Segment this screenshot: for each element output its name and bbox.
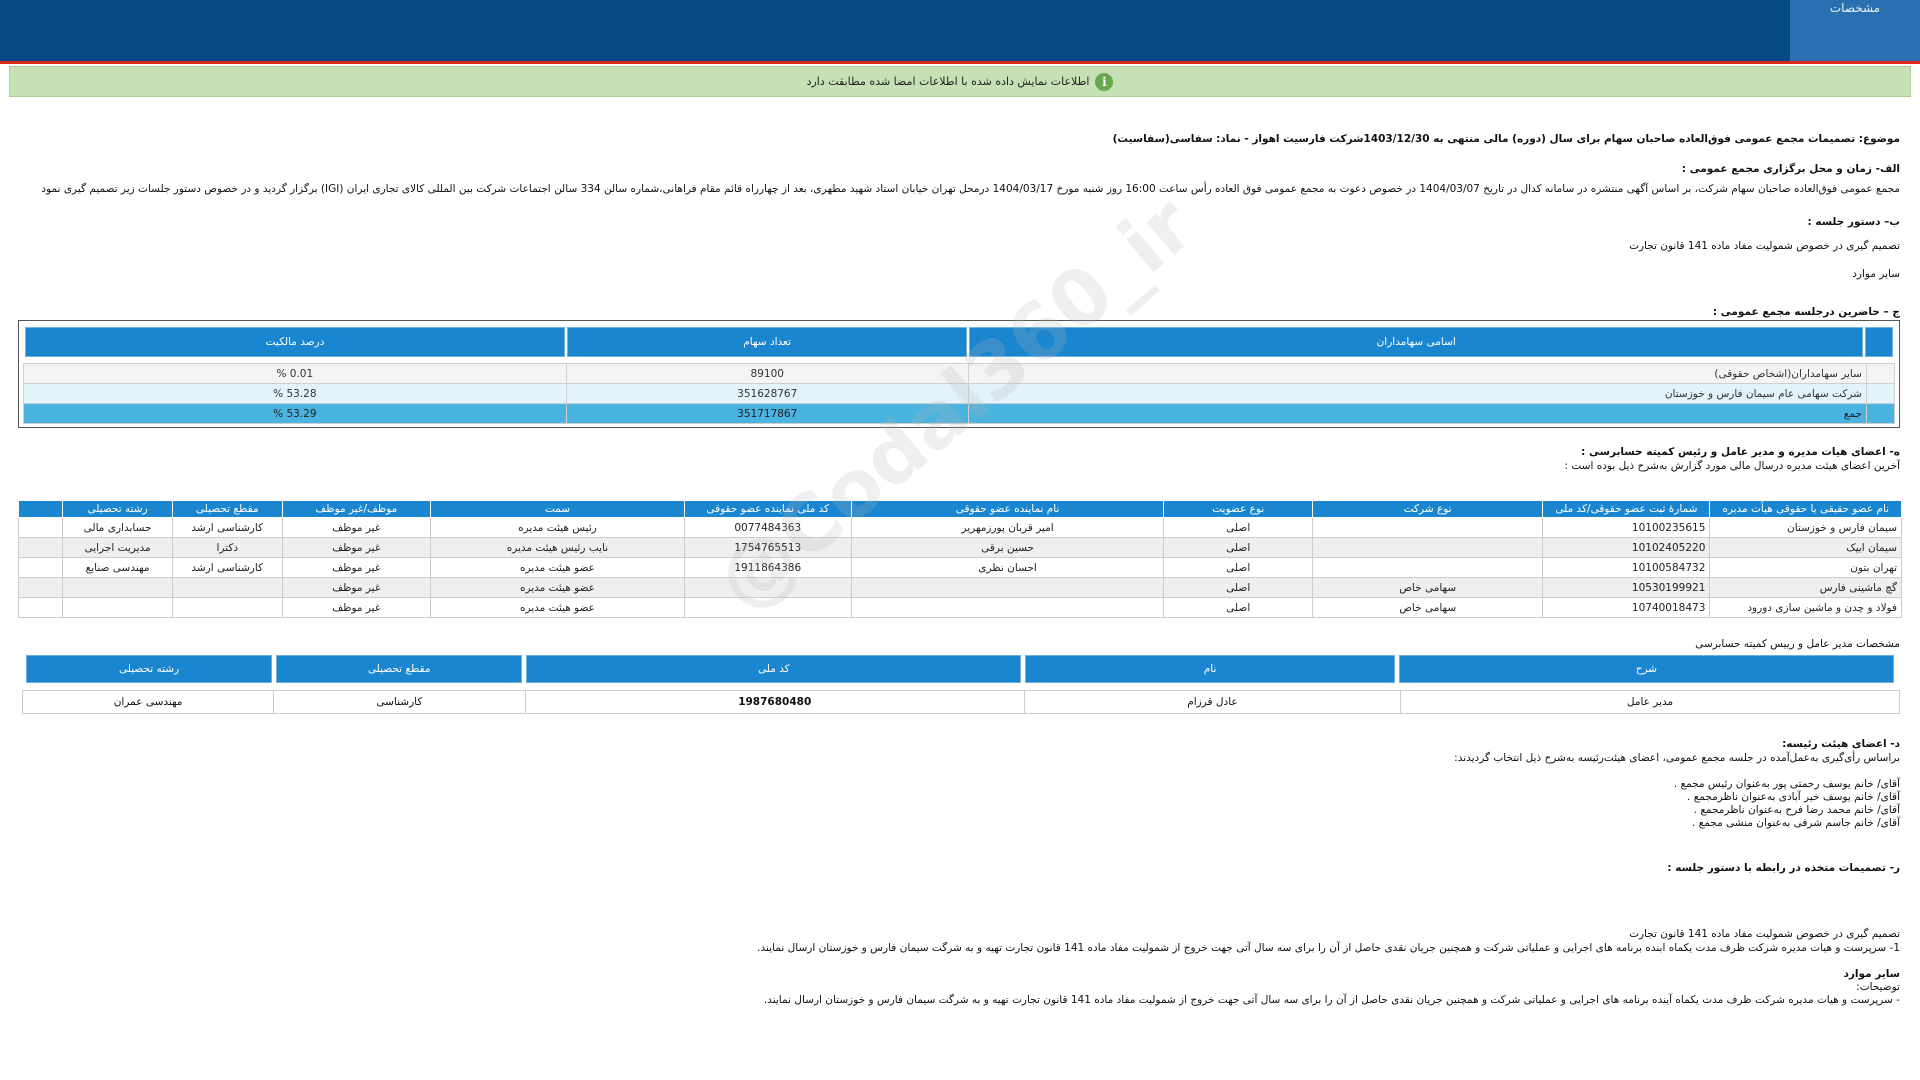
decision-heading: تصمیم گیری در خصوص شمولیت مفاد ماده 141 … [1629, 928, 1900, 940]
table-row: تهران بتون 10100584732 اصلی احسان نظری 19118… [17, 557, 1902, 578]
top-header-bar: مشخصات [0, 0, 1920, 64]
column-header: رشته تحصیلی [62, 500, 173, 518]
banner-text: اطلاعات نمایش داده شده با اطلاعات امضا ش… [806, 75, 1090, 88]
section-a-title: الف- زمان و محل برگزاری مجمع عمومی : [1681, 163, 1900, 175]
header-spacer [17, 500, 64, 518]
column-header: درصد مالکیت [25, 327, 565, 357]
table-row: سیمان فارس و خوزستان 10100235615 اصلی امیر … [17, 517, 1902, 538]
table-row: فولاد و چدن و ماشین سازی دورود 1074001847… [17, 597, 1902, 618]
column-header: موظف/غیر موظف [281, 500, 432, 518]
column-header: رشته تحصیلی [26, 655, 273, 683]
tab-specifications[interactable]: مشخصات [1790, 0, 1920, 61]
table-row: سیمان ایپک 10102405220 اصلی حسین برقی 175476… [17, 537, 1902, 558]
column-header: نام عضو حقیقی یا حقوقی هیأت مدیره [1709, 500, 1902, 518]
section-d-title: د- اعضای هیئت رئیسه: [1782, 738, 1900, 750]
section-a-text: مجمع عمومی فوق‌العاده صاحبان سهام شرکت، … [41, 183, 1900, 195]
column-header: مقطع تحصیلی [276, 655, 523, 683]
table-row: سایر سهامداران(اشخاص حقوقی) 89100 0.01 % [23, 363, 1896, 384]
column-header: مقطع تحصیلی [171, 500, 283, 518]
table-row: شرکت سهامی عام سیمان فارس و خوزستان 3516… [23, 383, 1896, 404]
ceo-table: مدیر عامل عادل قرزام 1987680480 کارشناسی… [21, 690, 1900, 714]
ceo-section-title: مشخصات مدیر عامل و رییس کمیته حسابرسی [1695, 638, 1900, 650]
section-r-title: ر- تصمیمات متخذه در رابطه با دستور جلسه … [1667, 862, 1900, 874]
column-header: نام نماینده عضو حقوقی [850, 500, 1165, 518]
notes-text: - سرپرست و هیات مدیره شرکت ظرف مدت یکماه… [763, 994, 1900, 1006]
section-b-title: ب– دستور جلسه : [1807, 216, 1900, 228]
table-total-row: جمع 351717867 53.29 % [23, 403, 1896, 424]
section-c-title: ج – حاضرین درجلسه مجمع عمومی : [1712, 306, 1900, 318]
agenda-item: سایر موارد [1852, 268, 1900, 280]
column-header: اسامی سهامداران [969, 327, 1864, 357]
shareholders-table: اسامی سهامداران تعداد سهام درصد مالکیت س… [18, 320, 1900, 428]
presiding-member: آقای/ خانم یوسف رحمتی پور به‌عنوان رئیس … [1673, 778, 1900, 790]
board-members-table: نام عضو حقیقی یا حقوقی هیأت مدیره شمارۀ … [17, 500, 1902, 618]
column-header: شرح [1398, 655, 1894, 683]
column-header: نوع عضویت [1163, 500, 1313, 518]
decision-text: 1- سرپرست و هیات مدیره شرکت ظرف مدت یکما… [757, 942, 1900, 954]
column-header: کد ملی [526, 655, 1022, 683]
column-header: شمارۀ ثبت عضو حقوقی/کد ملی [1542, 500, 1711, 518]
header-spacer [1865, 327, 1893, 357]
presiding-member: آقای/ خانم یوسف خیر آبادی به‌عنوان ناظرم… [1687, 791, 1900, 803]
presiding-member: آقای/ خانم محمد رضا فرح به‌عنوان ناظرمجم… [1693, 804, 1900, 816]
section-d-subtitle: براساس رأی‌گیری به‌عمل‌آمده در جلسه مجمع… [1454, 752, 1900, 764]
column-header: سمت [430, 500, 685, 518]
subject-title: موضوع: تصمیمات مجمع عمومی فوق‌العاده صاح… [1112, 133, 1900, 145]
table-row: مدیر عامل عادل قرزام 1987680480 کارشناسی… [21, 690, 1900, 714]
column-header: نام [1025, 655, 1395, 683]
other-items-title: سایر موارد [1843, 968, 1900, 980]
notes-label: توضیحات: [1856, 981, 1900, 993]
presiding-member: آقای/ خانم جاسم شرفی به‌عنوان منشی مجمع … [1691, 817, 1900, 829]
column-header: نوع شرکت [1311, 500, 1544, 518]
agenda-item: تصمیم گیری در خصوص شمولیت مفاد ماده 141 … [1629, 240, 1900, 252]
column-header: تعداد سهام [567, 327, 968, 357]
section-h-title: ه- اعضای هیات مدیره و مدیر عامل و رئیس ک… [1581, 446, 1900, 458]
info-icon: i [1095, 72, 1114, 91]
verification-banner: i اطلاعات نمایش داده شده با اطلاعات امضا… [9, 66, 1911, 97]
table-row: گچ ماشینی فارس 10530199921 سهامی خاص اصلی عض… [17, 577, 1902, 598]
ceo-table-header: شرح نام کد ملی مقطع تحصیلی رشته تحصیلی [22, 655, 1898, 683]
section-h-subtitle: آخرین اعضای هیئت مدیره درسال مالی مورد گ… [1564, 460, 1900, 472]
